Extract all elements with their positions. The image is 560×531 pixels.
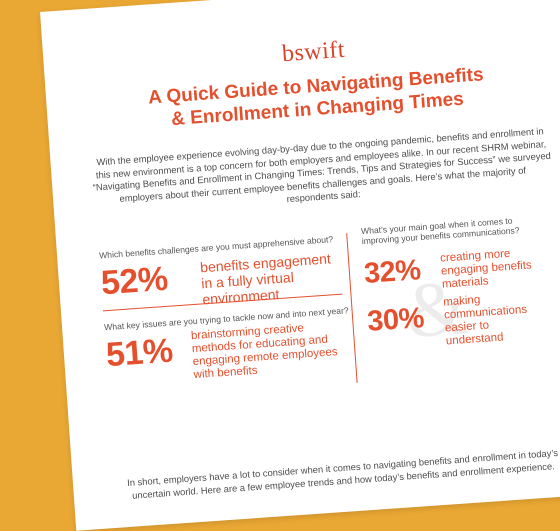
closing-paragraph: In short, employers have a lot to consid…: [126, 446, 559, 501]
challenges-percent: 52%: [99, 259, 169, 303]
goal-percent-2: 30%: [366, 302, 425, 338]
issues-text: brainstorming creative methods for educa…: [190, 322, 338, 382]
goal-percent-1: 32%: [362, 254, 422, 290]
goal-question: What’s your main goal when it comes to i…: [360, 215, 520, 247]
goal-text-2: making communications easier to understa…: [442, 294, 528, 348]
intro-paragraph: With the employee experience evolving da…: [92, 125, 552, 205]
guide-document: bswift A Quick Guide to Navigating Benef…: [40, 0, 560, 531]
issues-percent: 51%: [104, 331, 174, 375]
goal-text-1: creating more engaging benefits material…: [439, 247, 533, 291]
